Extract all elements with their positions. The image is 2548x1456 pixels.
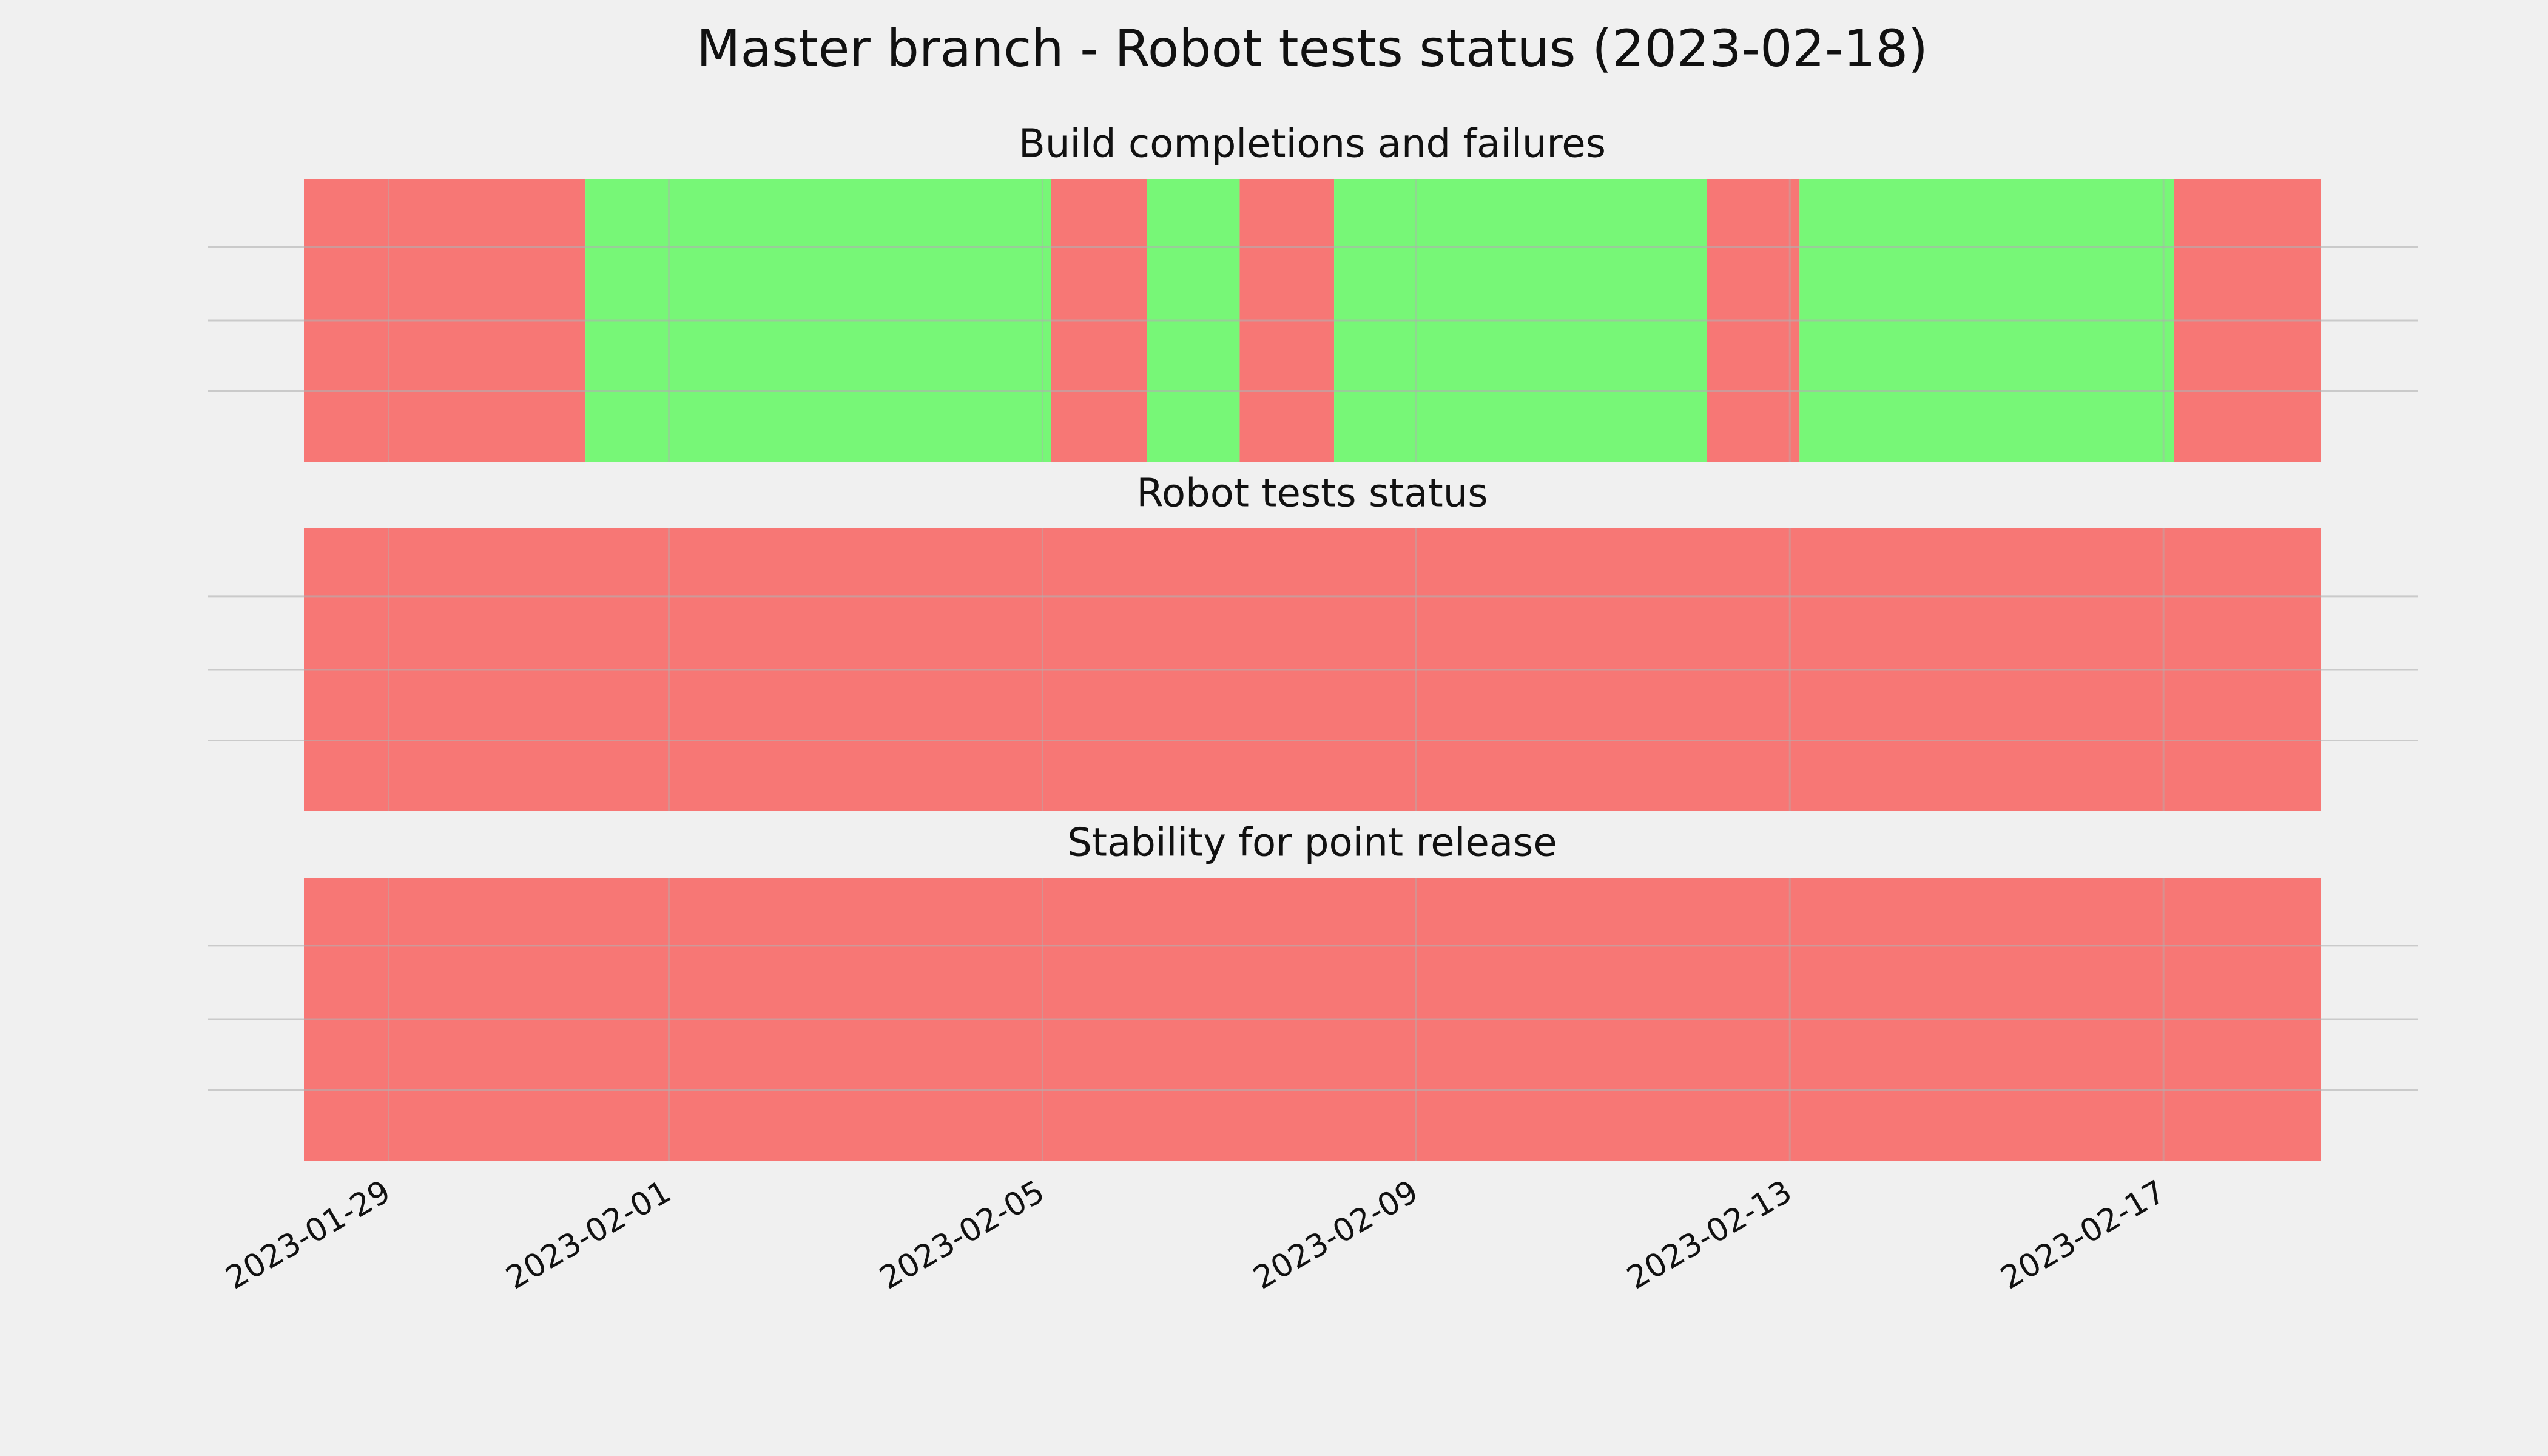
chart-title: Master branch - Robot tests status (2023…: [696, 19, 1928, 78]
panel-title: Stability for point release: [1067, 821, 1557, 866]
panel-title: Robot tests status: [1136, 471, 1488, 516]
panel-title: Build completions and failures: [1019, 122, 1606, 167]
